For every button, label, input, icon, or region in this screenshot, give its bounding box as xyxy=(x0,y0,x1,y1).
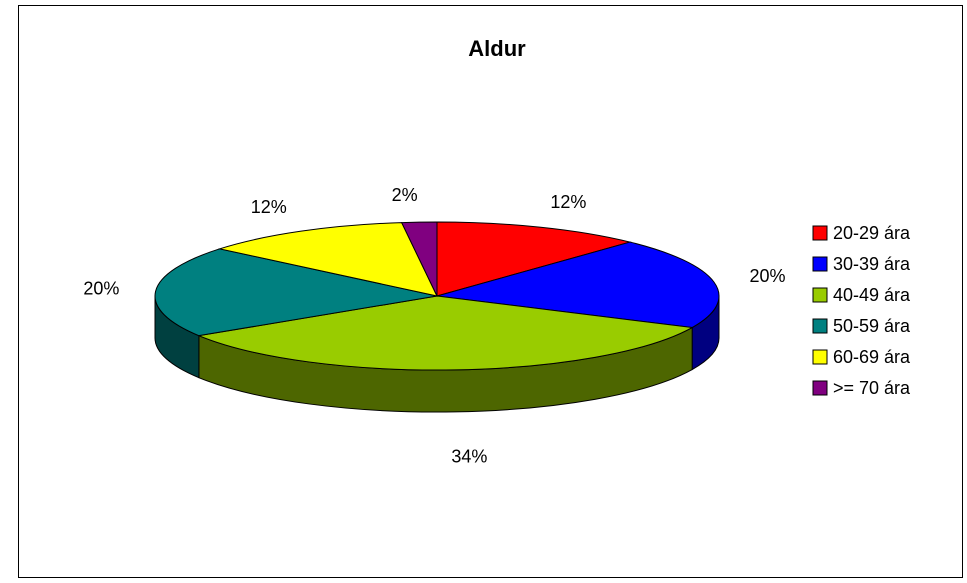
data-label: 20% xyxy=(750,266,786,286)
legend-swatch xyxy=(812,349,828,365)
data-label: 34% xyxy=(451,446,487,466)
legend-label: 20-29 ára xyxy=(833,223,911,243)
slice xyxy=(400,221,438,297)
data-label: 20% xyxy=(83,278,119,298)
slice-top xyxy=(154,248,438,337)
data-label: 12% xyxy=(550,192,586,212)
slice-top xyxy=(436,221,633,297)
legend-label: 50-59 ára xyxy=(833,316,911,336)
slice-top xyxy=(436,241,720,329)
slice-top xyxy=(217,222,438,297)
legend-swatch xyxy=(812,256,828,272)
chart-title: Aldur xyxy=(468,36,526,61)
slice-top xyxy=(197,295,694,371)
legend-swatch xyxy=(812,287,828,303)
legend-swatch xyxy=(812,380,828,396)
slice xyxy=(154,248,438,379)
legend-swatch xyxy=(812,318,828,334)
legend-label: >= 70 ára xyxy=(833,378,911,398)
data-label: 2% xyxy=(392,185,418,205)
legend-swatch xyxy=(812,225,828,241)
legend-label: 60-69 ára xyxy=(833,347,911,367)
slice-top xyxy=(400,221,438,297)
slice xyxy=(217,222,438,297)
legend-label: 30-39 ára xyxy=(833,254,911,274)
data-label: 12% xyxy=(251,197,287,217)
slice xyxy=(197,295,694,413)
slice xyxy=(436,241,720,371)
legend-label: 40-49 ára xyxy=(833,285,911,305)
slice xyxy=(436,221,633,297)
